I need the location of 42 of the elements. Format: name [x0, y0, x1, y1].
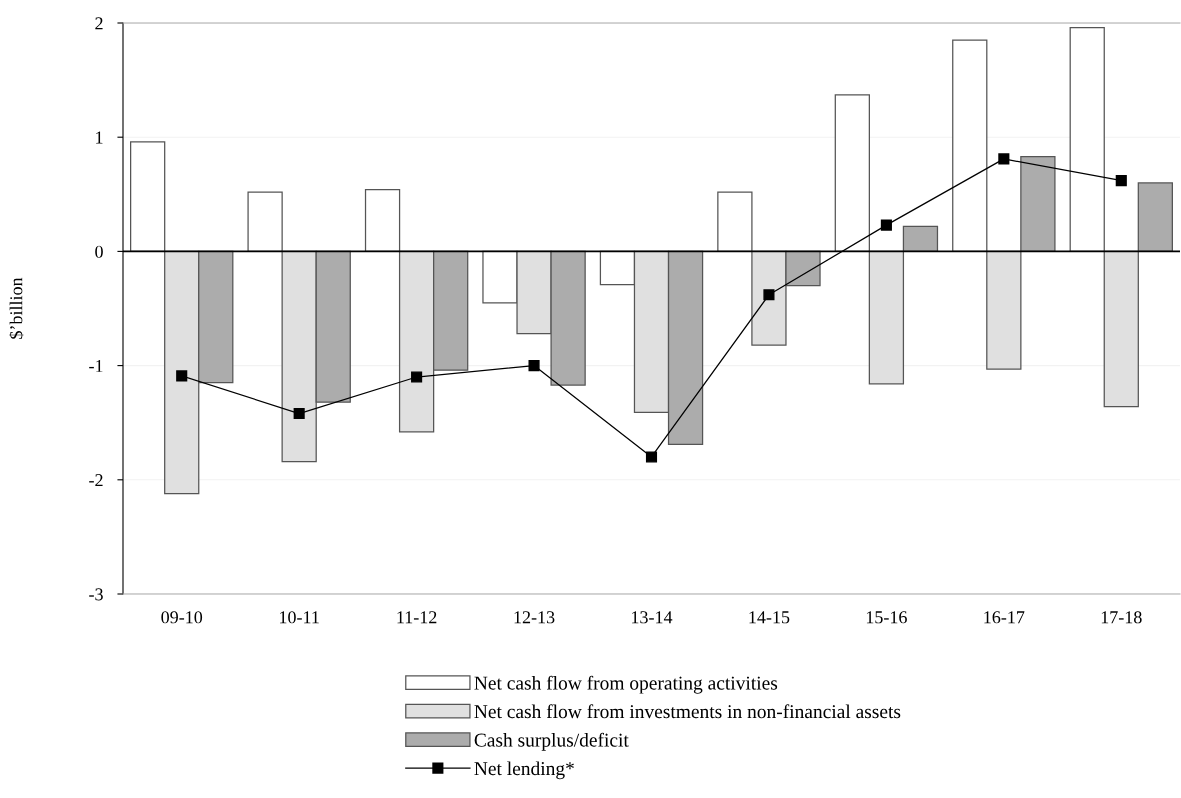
legend-label: Net lending*	[474, 761, 574, 780]
point	[763, 289, 775, 301]
y-tick-label: 0	[95, 245, 103, 258]
point	[528, 360, 540, 372]
bar	[364, 189, 401, 253]
x-tick-label: 11-12	[397, 611, 437, 624]
bar	[1069, 26, 1105, 253]
point	[176, 370, 188, 382]
x-tick-label: 13-14	[632, 611, 673, 624]
y-tick-label: -1	[89, 359, 103, 372]
legend-label: Cash surplus/deficit	[474, 732, 629, 751]
bar	[247, 191, 283, 253]
bar	[1137, 182, 1173, 253]
point	[645, 451, 658, 463]
bar	[868, 250, 905, 385]
bar	[986, 250, 1022, 370]
bar	[952, 39, 988, 253]
x-tick-label: 12-13	[514, 611, 555, 624]
point	[293, 408, 305, 420]
bar	[717, 191, 753, 253]
y-tick-label: -2	[89, 474, 103, 487]
bar	[902, 225, 939, 253]
x-tick-label: 09-10	[161, 611, 203, 624]
bar	[1020, 155, 1056, 253]
x-tick-label: 16-17	[984, 611, 1025, 624]
y-tick-label: -3	[89, 588, 103, 601]
point	[998, 153, 1010, 165]
point	[880, 219, 892, 231]
y-axis-title: $’billion	[9, 277, 24, 339]
y-tick-label: 2	[95, 17, 103, 30]
point	[411, 371, 423, 383]
legend-label: Net cash flow from operating activities	[474, 675, 778, 694]
y-tick-label: 1	[96, 131, 103, 144]
bar	[130, 141, 166, 253]
x-tick-label: 14-15	[749, 611, 790, 624]
x-tick-label: 15-16	[866, 611, 907, 624]
legend-label: Net cash flow from investments in non-financial assets	[474, 704, 901, 719]
bar	[834, 94, 870, 253]
x-tick-label: 10-11	[280, 611, 319, 624]
point	[1115, 175, 1127, 187]
x-tick-label: 17-18	[1101, 611, 1142, 624]
bar	[1103, 250, 1139, 408]
